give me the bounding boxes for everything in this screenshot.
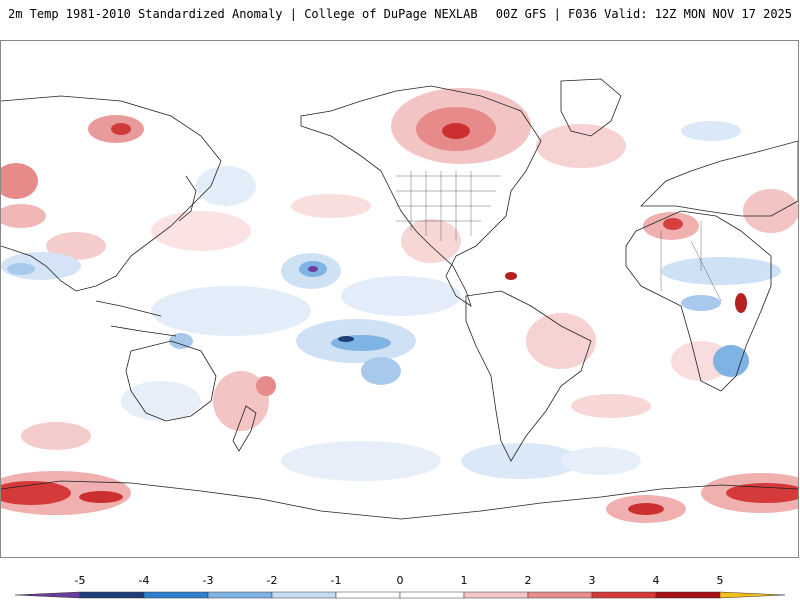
colorbar-tick-label: -2: [266, 574, 278, 587]
colorbar-segment: [463, 591, 529, 599]
model-run-info: 00Z GFS | F036 Valid: 12Z MON NOV 17 202…: [495, 7, 792, 21]
colorbar-graphic: [14, 591, 786, 599]
cold-anomaly-regions: [1, 121, 781, 481]
colorbar-segment: [527, 591, 593, 599]
colorbar-segment: [79, 591, 145, 599]
colorbar-tick-label: 4: [652, 574, 660, 587]
colorbar-segment: [399, 591, 465, 599]
anomaly-map[interactable]: [0, 40, 799, 558]
political-borders: [396, 171, 722, 302]
colorbar-tick-label: 3: [588, 574, 596, 587]
map-title: 2m Temp 1981-2010 Standardized Anomaly |…: [8, 7, 478, 21]
coastlines: [1, 78, 798, 520]
colorbar-tick-label: 1: [460, 574, 468, 587]
colorbar-segment: [143, 591, 209, 599]
colorbar-segment: [655, 591, 721, 599]
colorbar-segment: [271, 591, 337, 599]
colorbar-right-arrow: [719, 591, 786, 599]
colorbar-tick-label: -4: [138, 574, 150, 587]
colorbar-tick-label: -3: [202, 574, 214, 587]
map-canvas: [1, 78, 798, 523]
colorbar: -5 -4 -3 -2 -1 0 1 2 3 4 5: [0, 570, 800, 600]
colorbar-tick-label: -5: [74, 574, 86, 587]
warm-anomaly-regions: [1, 88, 798, 523]
colorbar-segment: [335, 591, 401, 599]
colorbar-segment: [207, 591, 273, 599]
colorbar-tick-label: 2: [524, 574, 532, 587]
colorbar-tick-label: -1: [330, 574, 342, 587]
colorbar-left-arrow: [14, 591, 81, 599]
colorbar-tick-label: 5: [716, 574, 724, 587]
colorbar-segment: [591, 591, 657, 599]
colorbar-tick-label: 0: [396, 574, 404, 587]
header: 2m Temp 1981-2010 Standardized Anomaly |…: [0, 0, 800, 40]
